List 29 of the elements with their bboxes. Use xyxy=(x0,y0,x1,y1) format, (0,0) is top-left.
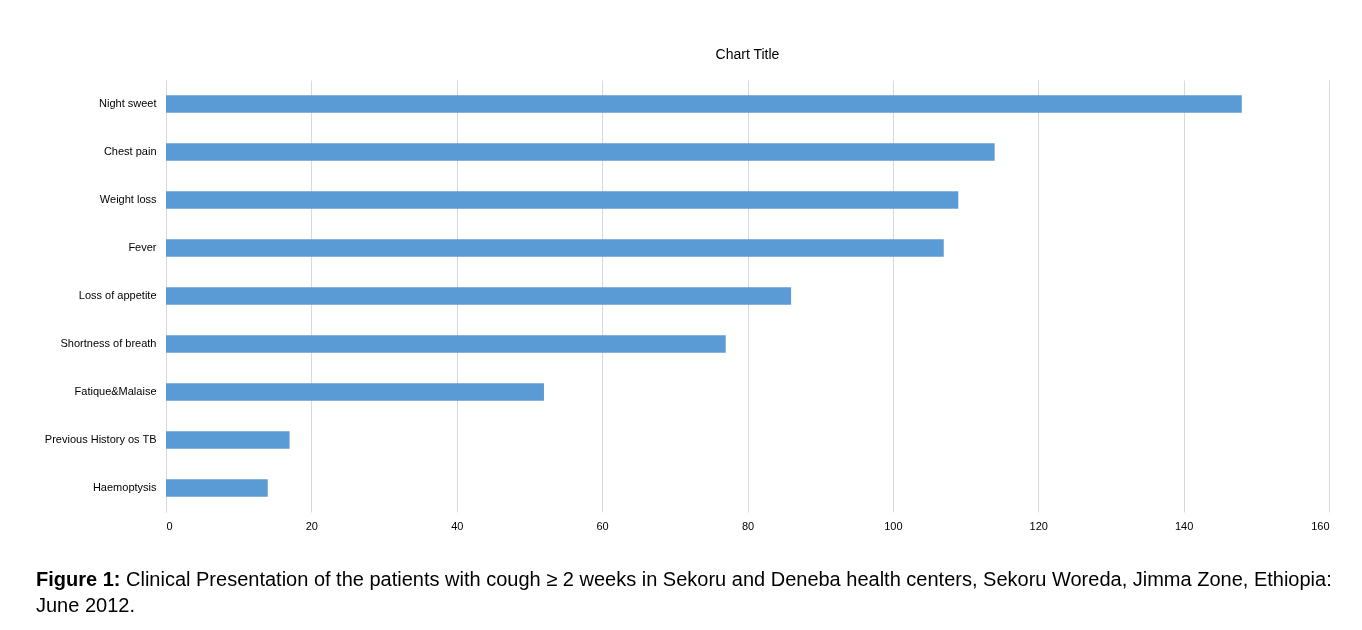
y-tick-label: Haemoptysis xyxy=(92,481,157,493)
bar xyxy=(166,335,726,353)
bar xyxy=(166,431,290,449)
y-tick-label: Previous History os TB xyxy=(44,433,157,445)
chart-title: Chart Title xyxy=(715,46,780,62)
caption: Figure 1: Clinical Presentation of the patients with cough ≥ 2 weeks in Sekoru and Deneba health centers, Sekoru Woreda, Jimma Zone, Ethiopia: June 2012. xyxy=(36,567,1333,618)
x-tick-label: 0 xyxy=(166,519,173,532)
bar xyxy=(166,191,959,209)
x-tick-label: 40 xyxy=(451,519,464,532)
y-tick-label: Weight loss xyxy=(99,193,157,205)
y-tick-label: Fatique&Malaise xyxy=(74,385,157,397)
bar xyxy=(166,239,944,257)
y-tick-label: Shortness of breath xyxy=(60,337,157,349)
y-tick-label: Loss of appetite xyxy=(78,289,157,301)
x-tick-label: 120 xyxy=(1029,519,1048,532)
x-tick-label: 100 xyxy=(884,519,903,532)
x-tick-label: 60 xyxy=(596,519,609,532)
x-tick-label: 140 xyxy=(1174,519,1194,532)
bar xyxy=(166,479,268,497)
y-tick-label: Night sweet xyxy=(99,97,157,109)
x-tick-label: 80 xyxy=(741,519,755,532)
y-tick-label: Chest pain xyxy=(103,145,157,157)
bar xyxy=(166,143,995,161)
y-tick-label: Fever xyxy=(128,241,157,253)
bar xyxy=(166,287,792,305)
x-tick-label: 160 xyxy=(1311,519,1330,532)
bar xyxy=(166,383,544,401)
bar xyxy=(166,95,1242,113)
x-tick-label: 20 xyxy=(305,519,318,532)
